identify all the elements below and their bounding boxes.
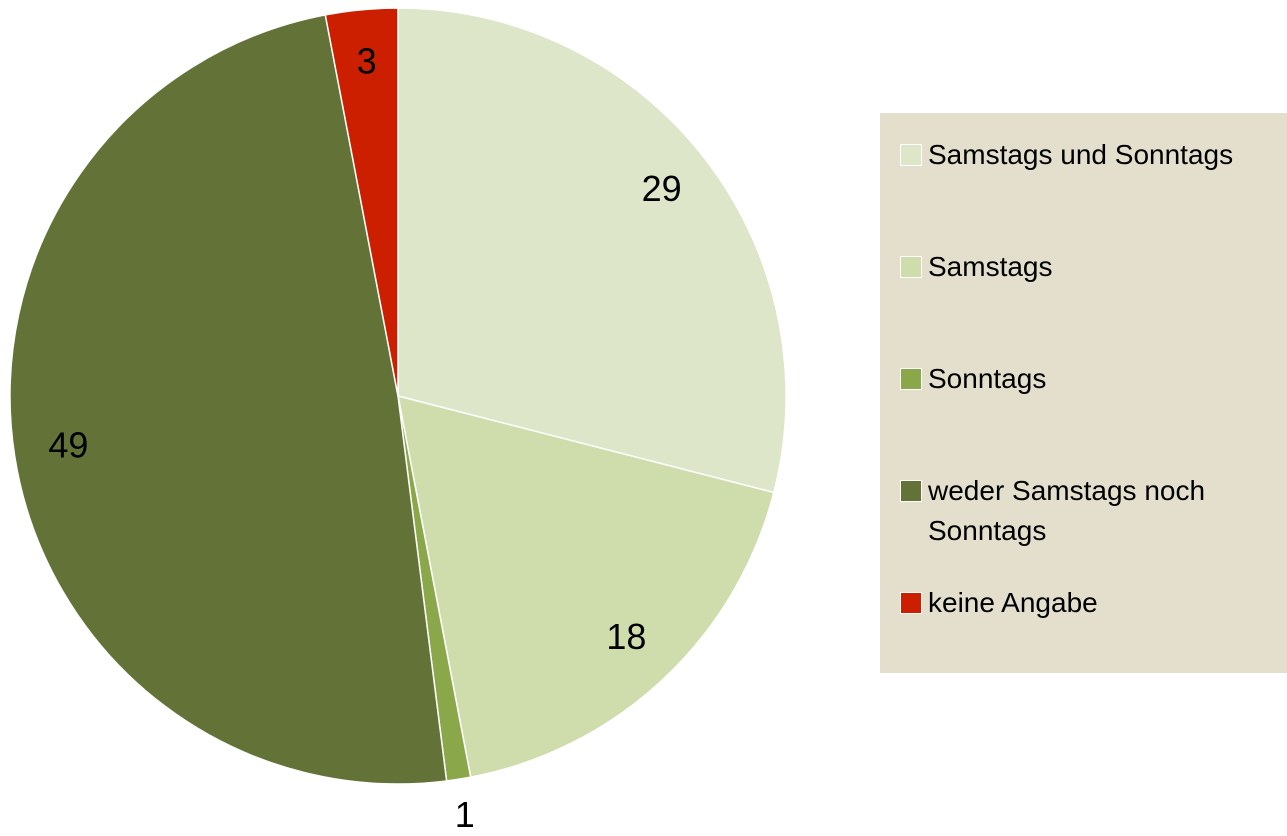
legend-label: Samstags und Sonntags	[928, 139, 1234, 170]
data-label: 29	[642, 168, 682, 209]
data-label: 1	[455, 794, 475, 835]
data-label: 3	[357, 40, 377, 81]
legend-label: weder Samstags noch Sonntags	[928, 475, 1206, 546]
pie-slice	[397, 394, 775, 779]
pie-slice	[9, 13, 448, 785]
legend-item: Samstags und Sonntags	[900, 135, 1287, 247]
legend-item: weder Samstags noch Sonntags	[900, 471, 1287, 583]
legend-label: keine Angabe	[928, 587, 1098, 618]
legend-swatch	[900, 368, 922, 390]
legend-swatch	[900, 256, 922, 278]
data-label: 18	[606, 616, 646, 657]
pie-slice	[324, 7, 399, 397]
legend: Samstags und Sonntags Samstags Sonntags wed…	[880, 113, 1287, 673]
legend-swatch	[900, 144, 922, 166]
legend-label: Sonntags	[928, 363, 1047, 394]
data-label: 49	[48, 425, 88, 466]
legend-label: Samstags	[928, 251, 1053, 282]
legend-item: Sonntags	[900, 359, 1287, 471]
legend-swatch	[900, 480, 922, 502]
pie-slice	[397, 7, 787, 494]
chart: 29 18 1 49 3	[9, 7, 787, 835]
legend-swatch	[900, 592, 922, 614]
legend-item: keine Angabe	[900, 583, 1287, 695]
legend-item: Samstags	[900, 247, 1287, 359]
